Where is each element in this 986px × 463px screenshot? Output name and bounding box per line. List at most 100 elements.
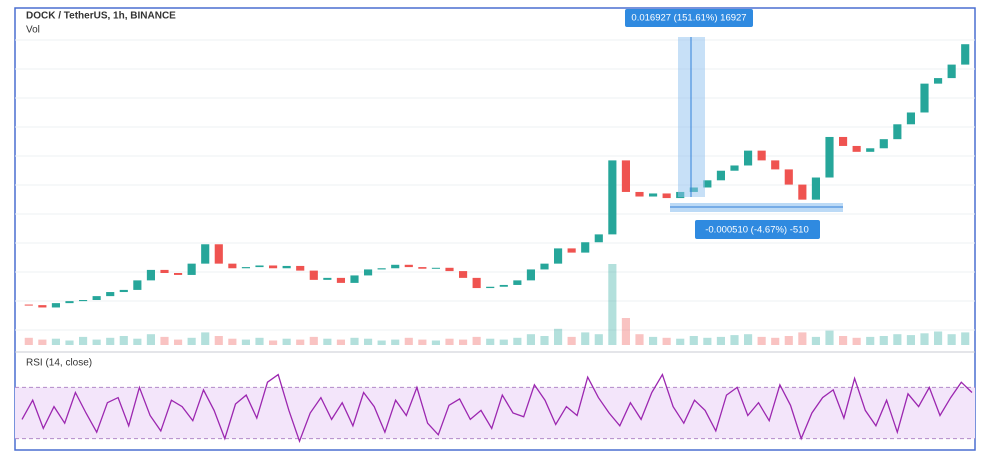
volume-bar <box>296 339 305 345</box>
volume-bar <box>24 337 33 345</box>
volume-bar <box>214 336 223 345</box>
volume-bar <box>961 332 970 345</box>
volume-bar <box>377 340 386 345</box>
volume-bar <box>947 334 956 345</box>
candle-body <box>839 136 848 146</box>
volume-bar <box>79 336 88 345</box>
candle-body <box>24 304 33 306</box>
volume-bar <box>744 334 753 345</box>
volume-bar <box>771 337 780 345</box>
candle-body <box>391 264 400 269</box>
volume-bar <box>811 336 820 345</box>
volume-bar <box>798 332 807 345</box>
volume-bar <box>581 332 590 345</box>
candle-body <box>255 265 264 268</box>
candle-body <box>336 277 345 283</box>
volume-bar <box>635 334 644 345</box>
candle-body <box>798 184 807 200</box>
candle-body <box>879 139 888 149</box>
volume-bar <box>839 336 848 345</box>
volume-bar <box>323 338 332 345</box>
volume-bar <box>472 336 481 345</box>
volume-bar <box>934 331 943 345</box>
candle-body <box>852 145 861 152</box>
volume-bar <box>608 264 617 345</box>
candle-body <box>662 193 671 199</box>
candle-body <box>309 270 318 280</box>
rsi-line <box>21 373 973 444</box>
candle-body <box>866 148 875 152</box>
volume-bar <box>825 330 834 345</box>
volume-bar <box>703 337 712 345</box>
volume-bar <box>906 335 915 345</box>
volume-bar <box>38 339 47 345</box>
candle-body <box>269 265 278 269</box>
volume-bar <box>730 335 739 345</box>
volume-bar <box>879 336 888 345</box>
candle-body <box>934 78 943 84</box>
volume-bar <box>893 334 902 345</box>
candle-body <box>594 234 603 243</box>
candle-body <box>201 244 210 264</box>
rsi-layer <box>15 373 975 444</box>
volume-bar <box>567 336 576 345</box>
volume-layer <box>24 264 970 345</box>
volume-bar <box>404 337 413 345</box>
candle-body <box>961 44 970 65</box>
candle-body <box>459 271 468 278</box>
volume-bar <box>282 338 291 345</box>
volume-bar <box>309 336 318 345</box>
candle-body <box>920 83 929 113</box>
candle-body <box>364 269 373 276</box>
candle-body <box>350 275 359 283</box>
volume-bar <box>431 340 440 345</box>
candle-body <box>771 160 780 170</box>
candle-body <box>214 244 223 264</box>
volume-bar <box>228 338 237 345</box>
candle-body <box>106 292 115 297</box>
volume-bar <box>364 338 373 345</box>
volume-bar <box>241 339 250 345</box>
candle-body <box>133 280 142 290</box>
grid <box>15 39 975 331</box>
measure-label-bg <box>625 9 753 27</box>
volume-bar <box>676 338 685 345</box>
volume-bar <box>187 337 196 345</box>
candle-body <box>241 267 250 269</box>
candle-body <box>282 265 291 269</box>
measure-up: 0.016927 (151.61%) 16927 <box>625 9 753 197</box>
candle-body <box>174 273 183 275</box>
volume-bar <box>526 334 535 345</box>
candle-body <box>554 248 563 264</box>
volume-bar <box>662 337 671 345</box>
volume-label: Vol <box>26 25 40 36</box>
candle-body <box>513 280 522 285</box>
rsi-band-fill <box>15 387 975 439</box>
volume-bar <box>65 340 74 345</box>
candle-body <box>649 193 658 197</box>
candle-body <box>730 165 739 171</box>
volume-bar <box>269 340 278 345</box>
volume-bar <box>336 339 345 345</box>
candle-body <box>323 277 332 280</box>
volume-bar <box>540 336 549 345</box>
volume-bar <box>594 334 603 345</box>
volume-bar <box>51 338 60 345</box>
candle-body <box>703 180 712 188</box>
volume-bar <box>391 339 400 345</box>
candle-body <box>893 124 902 140</box>
frame <box>14 7 976 451</box>
volume-bar <box>201 332 210 345</box>
candle-body <box>608 160 617 235</box>
candle-body <box>567 248 576 253</box>
volume-bar <box>689 336 698 345</box>
volume-bar <box>486 338 495 345</box>
candle-body <box>486 286 495 289</box>
volume-bar <box>554 328 563 345</box>
candle-body <box>825 136 834 178</box>
volume-bar <box>133 338 142 345</box>
volume-bar <box>160 336 169 345</box>
candle-body <box>499 284 508 287</box>
